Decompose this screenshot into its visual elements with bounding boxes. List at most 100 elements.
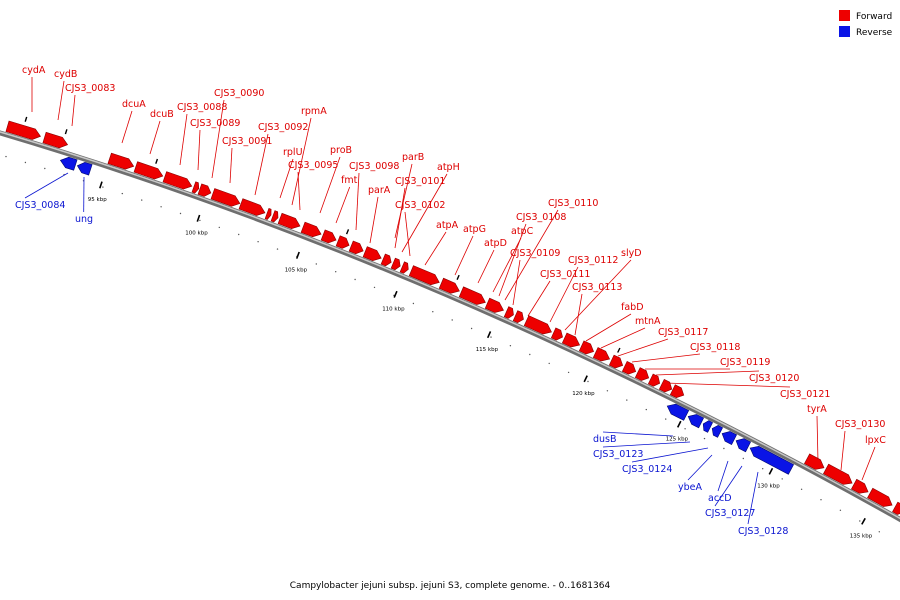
axis-minor-tick (432, 311, 434, 313)
leader-line-rpma (291, 117, 312, 206)
reverse-gene-arrow-1 (59, 156, 78, 171)
genome-backbone-highlight (0, 131, 900, 520)
axis-major-tick (295, 251, 300, 259)
legend-label-reverse: Reverse (856, 28, 893, 38)
axis-major-tick (196, 214, 201, 222)
axis-minor-tick (665, 418, 667, 420)
reverse-gene-arrow-7 (721, 431, 738, 446)
axis-minor-tick (781, 478, 783, 480)
gene-label-cjs3-0118: CJS3_0118 (690, 342, 740, 353)
forward-gene-arrow-37 (669, 384, 685, 399)
leader-line-cjs3-0102 (404, 211, 411, 257)
forward-gene-arrow-10 (264, 208, 272, 220)
leader-line-cjs3-0110 (504, 209, 559, 301)
gene-label-rplu: rplU (283, 147, 303, 158)
leader-line-cjs3-0090 (211, 99, 225, 179)
gene-label-prob: proB (330, 145, 352, 156)
legend-swatch-forward (839, 10, 850, 21)
forward-gene-arrow-14 (320, 229, 337, 244)
axis-major-tick (861, 517, 866, 525)
gene-label-dcub: dcuB (150, 109, 174, 120)
leader-line-parb (394, 163, 413, 239)
forward-gene-arrow-42 (892, 501, 900, 515)
leader-line-accd (717, 460, 729, 492)
gene-label-atpd: atpD (484, 238, 507, 249)
axis-tick-label: 95 kbp (88, 197, 107, 203)
axis-minor-tick (703, 437, 706, 440)
axis-minor-tick (723, 447, 725, 450)
leader-line-cjs3-0088 (179, 113, 188, 166)
axis-minor-tick (645, 408, 647, 411)
axis-minor-tick (335, 271, 337, 273)
leader-line-cjs3-0111 (527, 280, 551, 317)
forward-gene-arrow-33 (621, 360, 637, 375)
axis-major-tick (768, 467, 774, 475)
axis-tick-label: 115 kbp (476, 347, 499, 353)
leader-line-cjs3-0130 (840, 430, 846, 471)
forward-gene-arrow-19 (390, 257, 401, 271)
legend-swatch-reverse (839, 26, 850, 37)
gene-label-cjs3-0113: CJS3_0113 (572, 282, 622, 293)
leader-line-tyra (816, 415, 819, 463)
leader-line-atpg (454, 235, 474, 276)
leader-line-cydb (57, 80, 65, 121)
axis-minor-tick (567, 371, 570, 374)
axis-minor-tick (878, 531, 880, 533)
gene-label-cjs3-0102: CJS3_0102 (395, 200, 445, 211)
gene-label-tyra: tyrA (807, 404, 827, 415)
forward-gene-arrow-27 (523, 315, 552, 335)
axis-major-tick (676, 420, 682, 428)
axis-minor-tick (800, 488, 803, 490)
gene-label-cjs3-0090: CJS3_0090 (214, 88, 264, 99)
leader-line-fabd (585, 313, 632, 342)
axis-minor-tick (276, 248, 279, 250)
axis-minor-tick (160, 206, 162, 208)
leader-line-cjs3-0083 (71, 94, 76, 127)
forward-gene-arrow-35 (647, 373, 661, 387)
gene-label-cjs3-0083: CJS3_0083 (65, 83, 115, 94)
axis-minor-tick (179, 212, 182, 215)
reverse-gene-arrow-6 (711, 425, 724, 438)
leader-line-cjs3-0101 (394, 187, 406, 249)
leader-line-atpd (477, 249, 495, 284)
axis-minor-tick (490, 336, 492, 338)
axis-tick-label: 125 kbp (666, 436, 689, 442)
leader-line-cjs3-0095 (297, 171, 301, 211)
reverse-gene-arrow-8 (735, 438, 752, 453)
gene-label-lpxc: lpxC (865, 435, 886, 446)
axis-minor-tick (199, 219, 201, 222)
leader-line-lpxc (861, 446, 876, 481)
gene-label-cjs3-0092: CJS3_0092 (258, 122, 308, 133)
forward-gene-arrow-31 (592, 347, 611, 362)
forward-gene-arrow-40 (850, 478, 869, 494)
forward-gene-arrow-5 (162, 171, 193, 190)
gene-arrows (5, 120, 900, 515)
leader-line-dcub (149, 120, 161, 155)
axis-major-tick (155, 158, 159, 164)
leader-line-prob (319, 156, 341, 214)
leader-line-cjs3-0091 (229, 147, 233, 184)
axis-minor-tick (529, 353, 531, 356)
axis-minor-tick (820, 499, 822, 501)
gene-label-parb: parB (402, 152, 424, 163)
leader-line-mtna (600, 327, 646, 349)
legend: Forward Reverse (839, 10, 893, 38)
gene-label-cjs3-0127: CJS3_0127 (705, 508, 755, 519)
leader-line-cjs3-0121 (664, 382, 791, 388)
gene-label-ung: ung (75, 214, 93, 225)
gene-label-cjs3-0123: CJS3_0123 (593, 449, 643, 460)
leader-line-dcua (121, 110, 133, 144)
forward-gene-arrow-6 (191, 181, 200, 194)
axis-minor-tick (315, 263, 317, 265)
gene-label-cjs3-0091: CJS3_0091 (222, 136, 272, 147)
axis-minor-tick (5, 155, 7, 158)
axis-minor-tick (470, 327, 473, 330)
genome-caption: Campylobacter jejuni subsp. jejuni S3, c… (290, 581, 611, 591)
label-leader-lines (24, 77, 876, 525)
forward-gene-arrow-21 (408, 265, 440, 286)
forward-gene-arrow-25 (503, 306, 514, 319)
gene-label-cjs3-0121: CJS3_0121 (780, 389, 830, 400)
leader-line-cjs3-0128 (747, 471, 759, 525)
axis-minor-tick (102, 186, 104, 188)
gene-label-cjs3-0084: CJS3_0084 (15, 200, 65, 211)
